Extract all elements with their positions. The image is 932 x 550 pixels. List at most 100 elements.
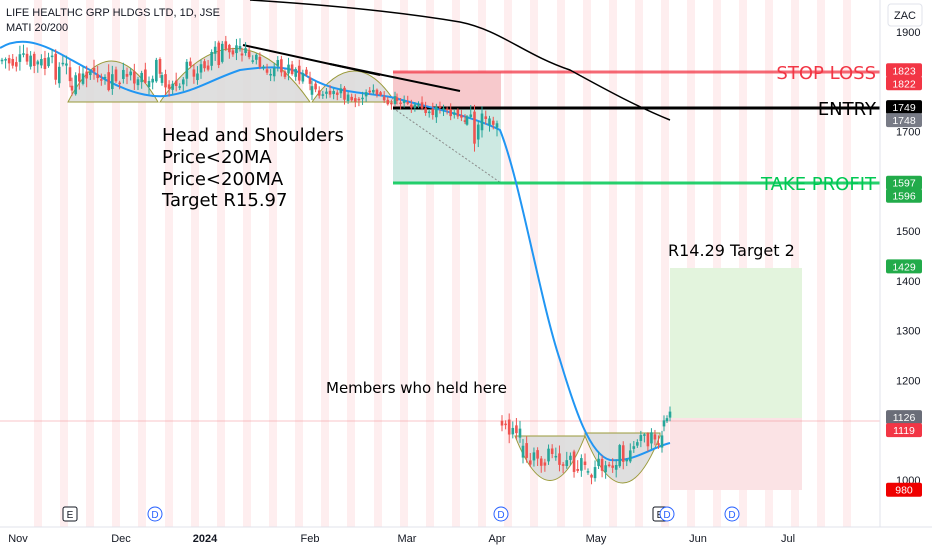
candle — [57, 62, 61, 88]
weekend-band-16 — [452, 0, 460, 527]
price-label-1749: 1749 — [886, 100, 922, 115]
time-axis-ticks: Nov Dec 2024 Feb Mar Apr May Jun Jul — [8, 533, 795, 545]
currency-box[interactable] — [887, 3, 923, 27]
candle — [543, 458, 547, 472]
candle — [217, 40, 221, 69]
svg-text:1823: 1823 — [892, 65, 916, 77]
candle — [456, 108, 460, 120]
candle — [532, 447, 536, 467]
dividend-marker[interactable]: D — [659, 506, 675, 522]
candle — [47, 52, 50, 68]
earnings-marker[interactable]: E — [62, 506, 78, 522]
candle — [390, 99, 393, 110]
svg-text:1597: 1597 — [892, 178, 916, 190]
candle — [262, 64, 265, 71]
candle — [213, 41, 217, 61]
time-tick-Jul: Jul — [781, 533, 795, 545]
candle — [611, 458, 614, 473]
event-markers: EDDEDD — [62, 506, 740, 522]
candle — [382, 91, 386, 104]
candle — [111, 65, 114, 95]
candle — [491, 116, 495, 130]
candle — [427, 109, 431, 118]
svg-text:D: D — [497, 510, 504, 521]
candle — [155, 57, 158, 83]
price-label-1429: 1429 — [886, 259, 922, 274]
candle — [269, 68, 272, 82]
symbol-title: LIFE HEALTHC GRP HLDGS LTD, 1D, JSE — [6, 7, 220, 19]
candle — [402, 95, 406, 108]
candle — [164, 69, 167, 96]
price-tick: 1500 — [896, 226, 920, 238]
weekend-bands — [34, 0, 851, 527]
svg-text:1749: 1749 — [892, 102, 916, 114]
candle — [346, 91, 350, 104]
weekend-band-25 — [687, 0, 695, 527]
candle — [406, 95, 410, 106]
candle — [525, 436, 528, 463]
svg-text:D: D — [663, 510, 670, 521]
candle — [118, 80, 121, 90]
candle — [653, 429, 657, 446]
candle — [364, 89, 368, 102]
candle — [452, 110, 456, 119]
candle — [294, 67, 297, 81]
candle — [614, 459, 618, 478]
candle — [321, 90, 325, 99]
candle — [445, 106, 449, 115]
candle — [224, 35, 228, 52]
price-label-1823: 1823 — [886, 63, 922, 77]
candle — [235, 38, 238, 61]
candle — [372, 84, 375, 95]
candle — [92, 59, 96, 80]
candle — [621, 441, 625, 470]
dividend-marker[interactable]: D — [724, 506, 740, 522]
price-label-1119: 1119 — [886, 423, 922, 438]
price-label-1748: 1748 — [886, 113, 922, 128]
dividend-marker[interactable]: D — [147, 506, 163, 522]
candle — [192, 64, 196, 84]
candle — [657, 435, 660, 449]
candle — [181, 77, 185, 92]
candle — [607, 461, 611, 468]
currency-label: ZAC — [894, 10, 916, 22]
weekend-band-23 — [635, 0, 643, 527]
annotation-ma200: Price<200MA — [162, 169, 284, 190]
candle — [103, 74, 107, 85]
target2-zone — [670, 268, 802, 418]
annotation-pattern: Head and Shoulders — [162, 125, 344, 146]
ma20-line — [0, 40, 671, 462]
candle — [539, 455, 543, 473]
candle — [590, 473, 593, 485]
candle — [0, 57, 4, 65]
candle — [604, 460, 607, 479]
price-tick: 1900 — [896, 27, 920, 39]
candle — [379, 90, 382, 97]
candle — [65, 55, 68, 75]
candle — [158, 57, 162, 78]
candle — [375, 88, 379, 98]
price-label-1126: 1126 — [886, 410, 922, 425]
weekend-band-11 — [321, 0, 329, 527]
candle — [199, 59, 203, 79]
candle — [310, 80, 314, 101]
weekend-band-24 — [661, 0, 669, 527]
time-tick-Apr: Apr — [488, 533, 505, 545]
candle — [399, 98, 402, 110]
price-label-1597: 1597 — [886, 175, 922, 190]
candle — [435, 103, 438, 123]
candle — [297, 59, 301, 85]
svg-text:D: D — [151, 510, 158, 521]
candle — [78, 66, 81, 90]
candle — [61, 55, 65, 67]
candle — [276, 56, 280, 72]
candle — [287, 57, 290, 81]
candle — [114, 66, 118, 83]
svg-text:980: 980 — [895, 485, 913, 497]
candle — [325, 87, 328, 99]
svg-text:D: D — [728, 510, 735, 521]
candle — [495, 120, 499, 137]
dividend-marker[interactable]: D — [493, 506, 509, 522]
ma200-line — [249, 0, 671, 121]
